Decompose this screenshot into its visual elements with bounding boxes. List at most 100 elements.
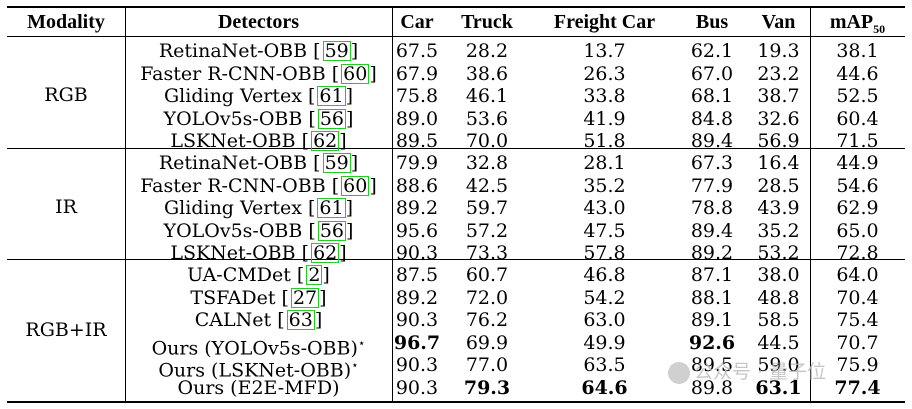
value-freight: 46.8 bbox=[583, 264, 626, 286]
value-bus: 84.8 bbox=[690, 107, 734, 130]
value-truck: 53.6 bbox=[465, 107, 509, 130]
value-map: 62.9 bbox=[836, 197, 879, 219]
value-truck: 76.2 bbox=[465, 309, 509, 331]
group-rule-2 bbox=[7, 259, 905, 260]
value-truck: 69.9 bbox=[465, 331, 509, 354]
header-map50: mAP50 bbox=[829, 11, 886, 36]
header-truck: Truck bbox=[461, 11, 513, 33]
value-car: 90.3 bbox=[395, 309, 439, 331]
value-freight: 51.8 bbox=[583, 130, 626, 152]
detector-name: LSKNet-OBB [62] bbox=[170, 130, 347, 152]
value-bus: 89.4 bbox=[690, 219, 734, 242]
citation-link[interactable]: 61 bbox=[317, 197, 346, 219]
value-freight: 54.2 bbox=[583, 286, 626, 309]
value-van: 32.6 bbox=[757, 107, 800, 130]
detector-name: Ours (YOLOv5s-OBB)⋆ bbox=[151, 335, 366, 359]
value-bus: 88.1 bbox=[690, 286, 734, 309]
value-map: 65.0 bbox=[836, 219, 879, 242]
value-bus: 92.6 bbox=[688, 331, 736, 354]
value-bus: 62.1 bbox=[690, 40, 734, 62]
value-freight: 57.8 bbox=[583, 242, 626, 264]
star-marker: ⋆ bbox=[351, 358, 359, 372]
value-van: 59.0 bbox=[757, 354, 800, 376]
value-truck: 32.8 bbox=[465, 152, 509, 174]
value-freight: 28.1 bbox=[583, 152, 626, 174]
value-truck: 72.0 bbox=[465, 286, 509, 309]
detector-name: RetinaNet-OBB [59] bbox=[158, 40, 359, 62]
detector-name: TSFADet [27] bbox=[190, 286, 327, 309]
value-map: 60.4 bbox=[836, 107, 879, 130]
detector-name: YOLOv5s-OBB [56] bbox=[163, 107, 354, 130]
value-map: 70.7 bbox=[836, 331, 879, 354]
bottom-rule bbox=[7, 401, 905, 403]
value-van: 38.7 bbox=[757, 85, 800, 107]
value-car: 90.3 bbox=[395, 242, 439, 264]
header-detectors: Detectors bbox=[217, 11, 300, 33]
value-freight: 64.6 bbox=[581, 376, 628, 399]
top-rule bbox=[7, 6, 905, 8]
star-marker: ⋆ bbox=[357, 335, 366, 350]
citation-link[interactable]: 61 bbox=[317, 85, 346, 107]
value-van: 48.8 bbox=[757, 286, 800, 309]
value-bus: 87.1 bbox=[690, 264, 734, 286]
value-van: 63.1 bbox=[755, 376, 802, 399]
header-modality: Modality bbox=[27, 11, 105, 33]
value-map: 54.6 bbox=[836, 174, 879, 197]
value-truck: 42.5 bbox=[465, 174, 509, 197]
value-map: 52.5 bbox=[836, 85, 879, 107]
detector-name: UA-CMDet [2] bbox=[187, 264, 330, 286]
value-car: 67.9 bbox=[395, 62, 439, 85]
value-map: 38.1 bbox=[836, 40, 879, 62]
value-freight: 47.5 bbox=[583, 219, 626, 242]
value-map: 75.4 bbox=[836, 309, 879, 331]
detector-name: CALNet [63] bbox=[194, 309, 323, 331]
value-bus: 67.3 bbox=[690, 152, 734, 174]
wechat-logo-icon bbox=[668, 361, 690, 384]
vline-van bbox=[810, 6, 811, 403]
citation-link[interactable]: 62 bbox=[311, 130, 340, 152]
value-van: 28.5 bbox=[757, 174, 800, 197]
citation-link[interactable]: 27 bbox=[290, 286, 320, 309]
value-car: 67.5 bbox=[395, 40, 439, 62]
detector-name: Faster R-CNN-OBB [60] bbox=[140, 62, 377, 85]
value-car: 95.6 bbox=[395, 219, 439, 242]
value-truck: 73.3 bbox=[465, 242, 509, 264]
value-bus: 77.9 bbox=[690, 174, 734, 197]
detector-name: Ours (E2E-MFD) bbox=[177, 376, 340, 399]
modality-label: RGB bbox=[44, 84, 88, 106]
value-truck: 57.2 bbox=[465, 219, 509, 242]
value-bus: 89.4 bbox=[690, 130, 734, 152]
vline-detectors bbox=[392, 6, 393, 403]
value-van: 35.2 bbox=[757, 219, 800, 242]
citation-link[interactable]: 60 bbox=[341, 174, 370, 197]
value-bus: 89.5 bbox=[690, 354, 734, 376]
citation-link[interactable]: 60 bbox=[341, 62, 370, 85]
citation-link[interactable]: 56 bbox=[317, 219, 347, 242]
citation-link[interactable]: 62 bbox=[311, 242, 340, 264]
value-truck: 60.7 bbox=[465, 264, 509, 286]
value-map: 75.9 bbox=[836, 354, 879, 376]
value-freight: 43.0 bbox=[583, 197, 626, 219]
watermark: 公众号 · 量子位 bbox=[668, 357, 826, 384]
vline-modality bbox=[125, 6, 126, 403]
value-bus: 78.8 bbox=[690, 197, 734, 219]
value-van: 53.2 bbox=[757, 242, 800, 264]
value-car: 89.0 bbox=[395, 107, 439, 130]
value-freight: 35.2 bbox=[583, 174, 626, 197]
citation-link[interactable]: 2 bbox=[306, 264, 323, 286]
detector-name: Faster R-CNN-OBB [60] bbox=[140, 174, 377, 197]
header-rule bbox=[7, 36, 905, 37]
citation-link[interactable]: 59 bbox=[322, 152, 351, 174]
value-car: 89.5 bbox=[395, 130, 439, 152]
value-freight: 26.3 bbox=[583, 62, 626, 85]
citation-link[interactable]: 59 bbox=[322, 40, 351, 62]
value-truck: 46.1 bbox=[465, 85, 509, 107]
detector-name: Ours (LSKNet-OBB)⋆ bbox=[158, 358, 359, 382]
value-truck: 38.6 bbox=[465, 62, 509, 85]
citation-link[interactable]: 63 bbox=[286, 309, 315, 331]
modality-label: RGB+IR bbox=[25, 319, 107, 341]
value-map: 70.4 bbox=[836, 286, 879, 309]
header-car: Car bbox=[400, 11, 434, 33]
citation-link[interactable]: 56 bbox=[317, 107, 347, 130]
value-truck: 28.2 bbox=[465, 40, 509, 62]
